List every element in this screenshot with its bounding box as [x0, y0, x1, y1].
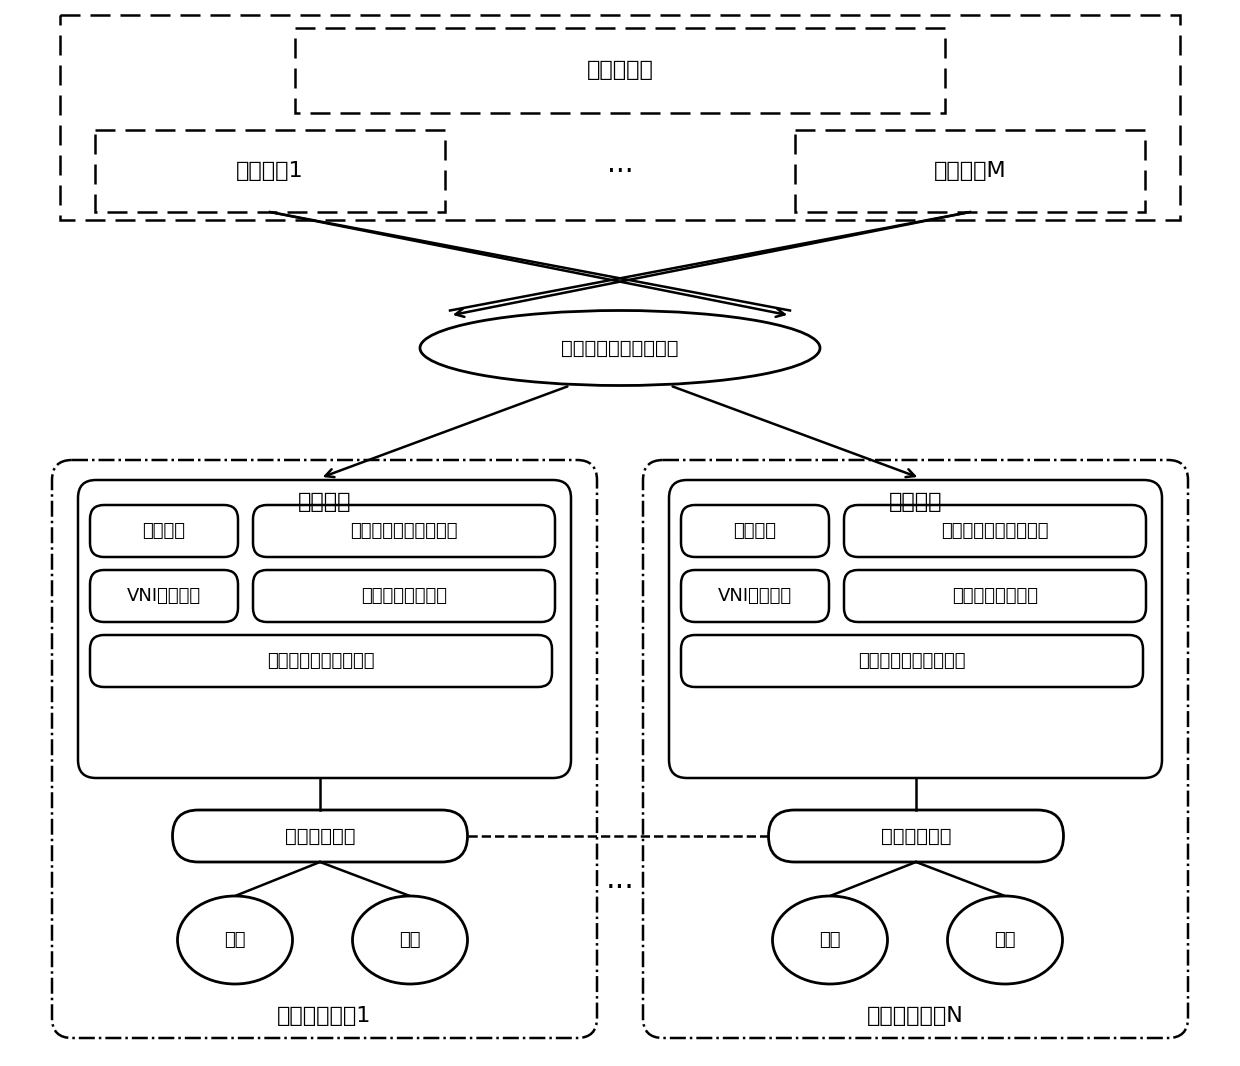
- Text: 容器运行节点N: 容器运行节点N: [867, 1006, 963, 1025]
- Text: 网络主机列表更新模块: 网络主机列表更新模块: [350, 522, 458, 540]
- Ellipse shape: [947, 897, 1063, 984]
- Text: 容器: 容器: [224, 931, 246, 949]
- Ellipse shape: [177, 897, 293, 984]
- Ellipse shape: [420, 310, 820, 386]
- Text: 组网组件: 组网组件: [298, 492, 351, 512]
- Text: 虚拟网桥组件: 虚拟网桥组件: [285, 826, 355, 845]
- Text: 组网组件: 组网组件: [889, 492, 942, 512]
- Text: 容器: 容器: [399, 931, 420, 949]
- Bar: [295, 28, 945, 113]
- FancyBboxPatch shape: [78, 480, 570, 778]
- Ellipse shape: [352, 897, 467, 984]
- Ellipse shape: [773, 897, 888, 984]
- Text: 网络主机列表更新模块: 网络主机列表更新模块: [941, 522, 1049, 540]
- Bar: [795, 130, 1145, 212]
- FancyBboxPatch shape: [253, 505, 556, 558]
- Text: 容器加入退出网络模块: 容器加入退出网络模块: [268, 652, 374, 671]
- Text: 容器: 容器: [994, 931, 1016, 949]
- Text: 虚拟网桥组件: 虚拟网桥组件: [880, 826, 951, 845]
- FancyBboxPatch shape: [91, 505, 238, 558]
- FancyBboxPatch shape: [253, 570, 556, 621]
- Text: 网络信息处理模块: 网络信息处理模块: [952, 587, 1038, 605]
- FancyBboxPatch shape: [670, 480, 1162, 778]
- Text: ···: ···: [605, 873, 635, 903]
- Text: 对外接口: 对外接口: [734, 522, 776, 540]
- FancyBboxPatch shape: [172, 810, 467, 862]
- FancyBboxPatch shape: [681, 635, 1143, 687]
- Text: 所有主机节点三层互通: 所有主机节点三层互通: [562, 339, 678, 357]
- Text: VNI分配模块: VNI分配模块: [126, 587, 201, 605]
- Text: ···: ···: [606, 158, 634, 185]
- Text: 控制节点1: 控制节点1: [236, 161, 304, 181]
- FancyBboxPatch shape: [91, 570, 238, 621]
- Bar: [95, 130, 445, 212]
- Text: 控制节点M: 控制节点M: [934, 161, 1007, 181]
- Text: 网络信息处理模块: 网络信息处理模块: [361, 587, 446, 605]
- Text: 容器: 容器: [820, 931, 841, 949]
- FancyBboxPatch shape: [91, 635, 552, 687]
- Text: 容器运行节点1: 容器运行节点1: [278, 1006, 372, 1025]
- FancyBboxPatch shape: [644, 461, 1188, 1038]
- Bar: [60, 15, 1180, 220]
- Text: VNI分配模块: VNI分配模块: [718, 587, 792, 605]
- Text: 对外接口: 对外接口: [143, 522, 186, 540]
- Text: 容器加入退出网络模块: 容器加入退出网络模块: [858, 652, 966, 671]
- FancyBboxPatch shape: [844, 505, 1146, 558]
- Text: 中心数据库: 中心数据库: [587, 61, 653, 81]
- FancyBboxPatch shape: [52, 461, 596, 1038]
- FancyBboxPatch shape: [844, 570, 1146, 621]
- FancyBboxPatch shape: [681, 570, 830, 621]
- FancyBboxPatch shape: [681, 505, 830, 558]
- FancyBboxPatch shape: [769, 810, 1064, 862]
